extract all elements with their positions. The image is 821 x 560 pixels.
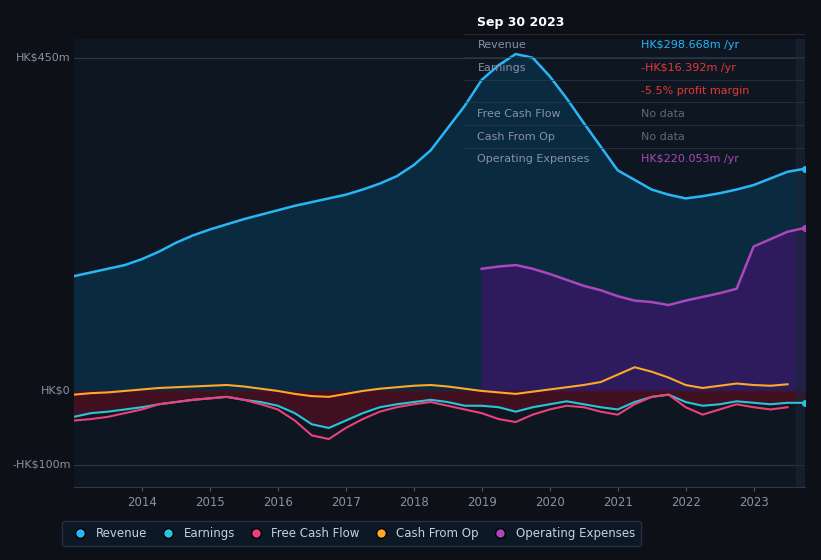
Text: HK$450m: HK$450m	[16, 53, 71, 63]
Text: Free Cash Flow: Free Cash Flow	[478, 109, 561, 119]
Text: HK$0: HK$0	[41, 386, 71, 396]
Text: Cash From Op: Cash From Op	[478, 132, 555, 142]
Text: Operating Expenses: Operating Expenses	[478, 155, 589, 165]
Text: Sep 30 2023: Sep 30 2023	[478, 16, 565, 29]
Legend: Revenue, Earnings, Free Cash Flow, Cash From Op, Operating Expenses: Revenue, Earnings, Free Cash Flow, Cash …	[62, 521, 640, 546]
Text: HK$220.053m /yr: HK$220.053m /yr	[641, 155, 739, 165]
Text: -5.5% profit margin: -5.5% profit margin	[641, 86, 750, 96]
Text: No data: No data	[641, 132, 685, 142]
Text: HK$298.668m /yr: HK$298.668m /yr	[641, 40, 739, 50]
Bar	[796, 39, 805, 487]
Text: Revenue: Revenue	[478, 40, 526, 50]
Text: -HK$16.392m /yr: -HK$16.392m /yr	[641, 63, 736, 73]
Text: Earnings: Earnings	[478, 63, 526, 73]
Text: -HK$100m: -HK$100m	[12, 460, 71, 470]
Text: No data: No data	[641, 109, 685, 119]
